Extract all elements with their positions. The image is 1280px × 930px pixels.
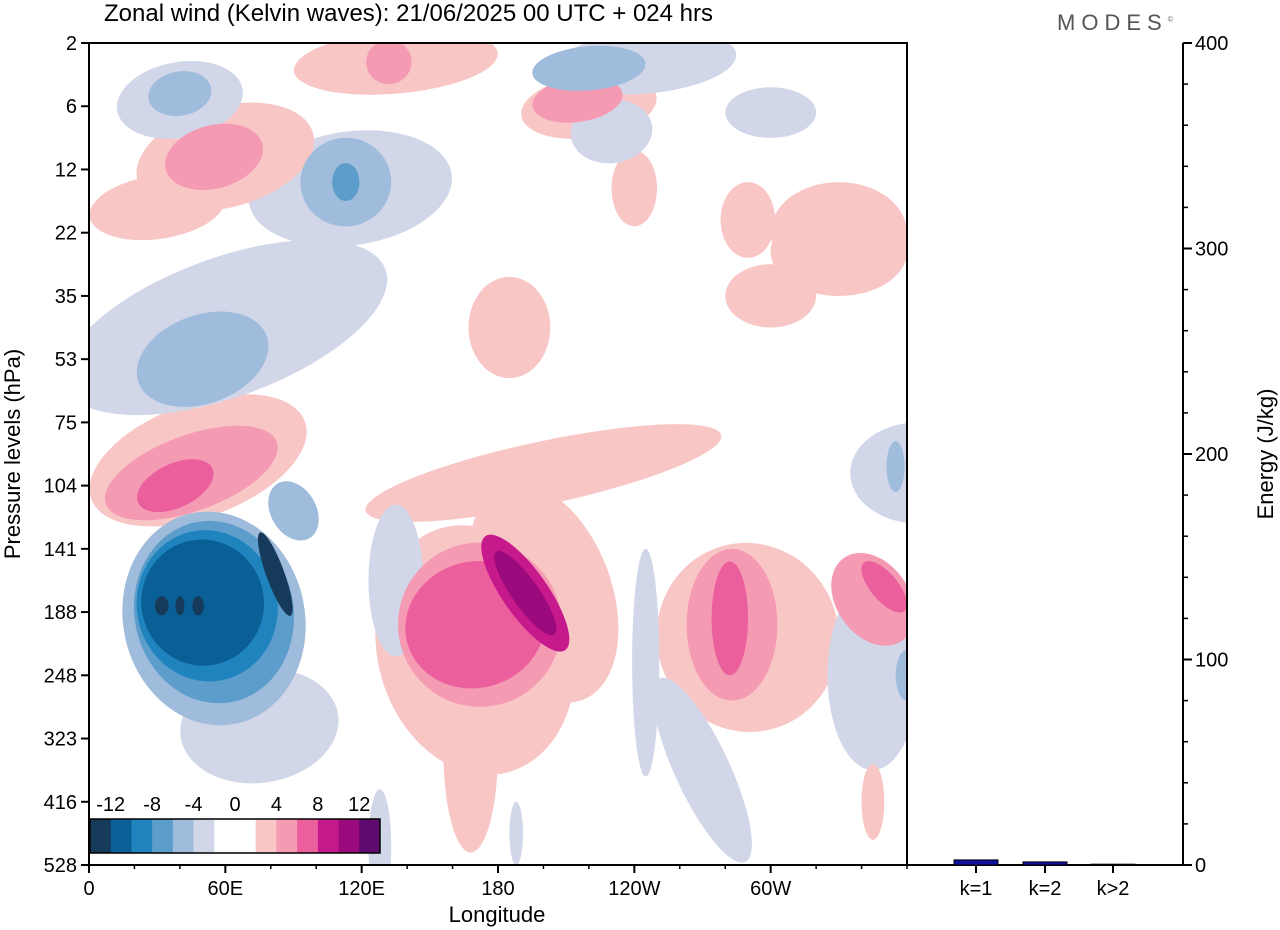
- heatmap-plot-area: [89, 43, 907, 865]
- wind-contour: [136, 311, 269, 407]
- colorbar-segment: [235, 819, 257, 853]
- wind-contour: [850, 423, 907, 523]
- energy-x-label: k>2: [1097, 878, 1130, 900]
- wind-contour: [611, 150, 657, 227]
- colorbar-frame: [89, 818, 381, 854]
- colorbar-segment: [317, 819, 340, 853]
- wind-contour: [257, 532, 293, 616]
- x-axis-label: Longitude: [449, 902, 546, 927]
- y-axis: 2 6 12 22 35 53 75 104 141 188 248 323 416 528: [44, 33, 89, 877]
- colorbar-segment: [214, 819, 236, 853]
- wind-contour: [886, 441, 905, 492]
- wind-contour: [365, 424, 722, 522]
- y-tick-label: 188: [44, 602, 77, 624]
- wind-contour: [711, 561, 748, 676]
- energy-axis-label: Energy (J/kg): [1253, 389, 1278, 520]
- colorbar-label: 0: [229, 794, 240, 816]
- energy-x-label: k=2: [1029, 878, 1062, 900]
- wind-contour: [532, 45, 646, 91]
- y-tick-label: 416: [44, 792, 77, 814]
- wind-contour: [268, 481, 319, 541]
- wind-contour: [494, 550, 557, 636]
- y-tick-label: 75: [55, 412, 77, 434]
- colorbar-label: 4: [271, 794, 282, 816]
- wind-contour: [332, 163, 360, 202]
- wind-contour: [770, 207, 907, 296]
- colorbar-segment: [172, 819, 195, 853]
- energy-bars: k=1 k=2 k>2: [953, 859, 1136, 900]
- energy-x-label: k=1: [960, 878, 993, 900]
- x-tick-label: 0: [83, 878, 94, 900]
- wind-contour: [89, 174, 225, 241]
- wind-contour: [468, 276, 551, 379]
- colorbar-label: -8: [143, 794, 161, 816]
- y-tick-label: 2: [66, 33, 77, 55]
- colorbar-label: -12: [96, 794, 125, 816]
- y-tick-label: 528: [44, 855, 77, 877]
- wind-contour: [632, 548, 660, 777]
- y-tick-label: 141: [44, 539, 77, 561]
- colorbar-label: 8: [312, 794, 323, 816]
- wind-contours: [89, 43, 907, 865]
- colorbar-segment: [131, 819, 153, 853]
- y-tick-label: 12: [55, 159, 77, 181]
- wind-contour: [509, 801, 523, 865]
- colorbar-segment: [359, 819, 381, 853]
- colorbar-segment: [297, 819, 319, 853]
- x-tick-label: 120W: [608, 878, 660, 900]
- wind-contour: [165, 123, 263, 190]
- energy-bar: [1022, 861, 1068, 866]
- energy-bar: [953, 859, 999, 866]
- wind-contour: [137, 459, 214, 513]
- wind-contour: [895, 650, 907, 701]
- colorbar-segment: [152, 819, 174, 853]
- wind-contour: [861, 561, 907, 613]
- energy-tick-label: 0: [1195, 855, 1206, 877]
- wind-contour: [653, 677, 752, 863]
- y-tick-label: 248: [44, 665, 77, 687]
- wind-contour: [148, 71, 212, 117]
- wind-contour: [831, 552, 907, 646]
- colorbar-label: 12: [348, 794, 370, 816]
- wind-contour: [154, 596, 169, 616]
- logo-text: MODES: [1057, 10, 1168, 35]
- wind-contour: [720, 182, 776, 258]
- colorbar-segment: [110, 819, 132, 853]
- wind-contour: [192, 596, 204, 616]
- colorbar: -12 -8 -4 0 4 8 12: [89, 794, 381, 854]
- colorbar-segment: [255, 819, 277, 853]
- x-tick-label: 60W: [750, 878, 791, 900]
- x-tick-label: 120E: [338, 878, 385, 900]
- energy-tick-label: 300: [1195, 239, 1228, 261]
- wind-contour: [175, 596, 185, 616]
- y-tick-label: 104: [44, 476, 77, 498]
- y-tick-label: 35: [55, 286, 77, 308]
- modes-logo: MODES©: [1057, 10, 1173, 36]
- x-tick-label: 180: [481, 878, 514, 900]
- energy-tick-label: 100: [1195, 650, 1228, 672]
- wind-contour: [366, 43, 412, 85]
- x-axis: 0 60E 120E 180 120W 60W: [83, 865, 908, 900]
- y-tick-label: 6: [66, 96, 77, 118]
- y-axis-label: Pressure levels (hPa): [0, 349, 25, 559]
- energy-tick-label: 400: [1195, 33, 1228, 55]
- energy-bar-chart: k=1 k=2 k>2 0 100 200 300 400 Energy (J/kg): [907, 33, 1278, 900]
- logo-mark: ©: [1167, 16, 1173, 24]
- colorbar-segment: [276, 819, 298, 853]
- y-tick-label: 22: [55, 223, 77, 245]
- colorbar-segment: [338, 819, 360, 853]
- chart-title: Zonal wind (Kelvin waves): 21/06/2025 00…: [104, 0, 713, 27]
- x-tick-label: 60E: [208, 878, 244, 900]
- wind-contour: [725, 87, 817, 138]
- y-tick-label: 323: [44, 729, 77, 751]
- energy-y-axis: 0 100 200 300 400: [1183, 33, 1228, 877]
- colorbar-segment: [90, 819, 112, 853]
- colorbar-segment: [193, 819, 215, 853]
- wind-contour: [861, 763, 885, 840]
- y-tick-label: 53: [55, 349, 77, 371]
- energy-tick-label: 200: [1195, 444, 1228, 466]
- colorbar-label: -4: [185, 794, 203, 816]
